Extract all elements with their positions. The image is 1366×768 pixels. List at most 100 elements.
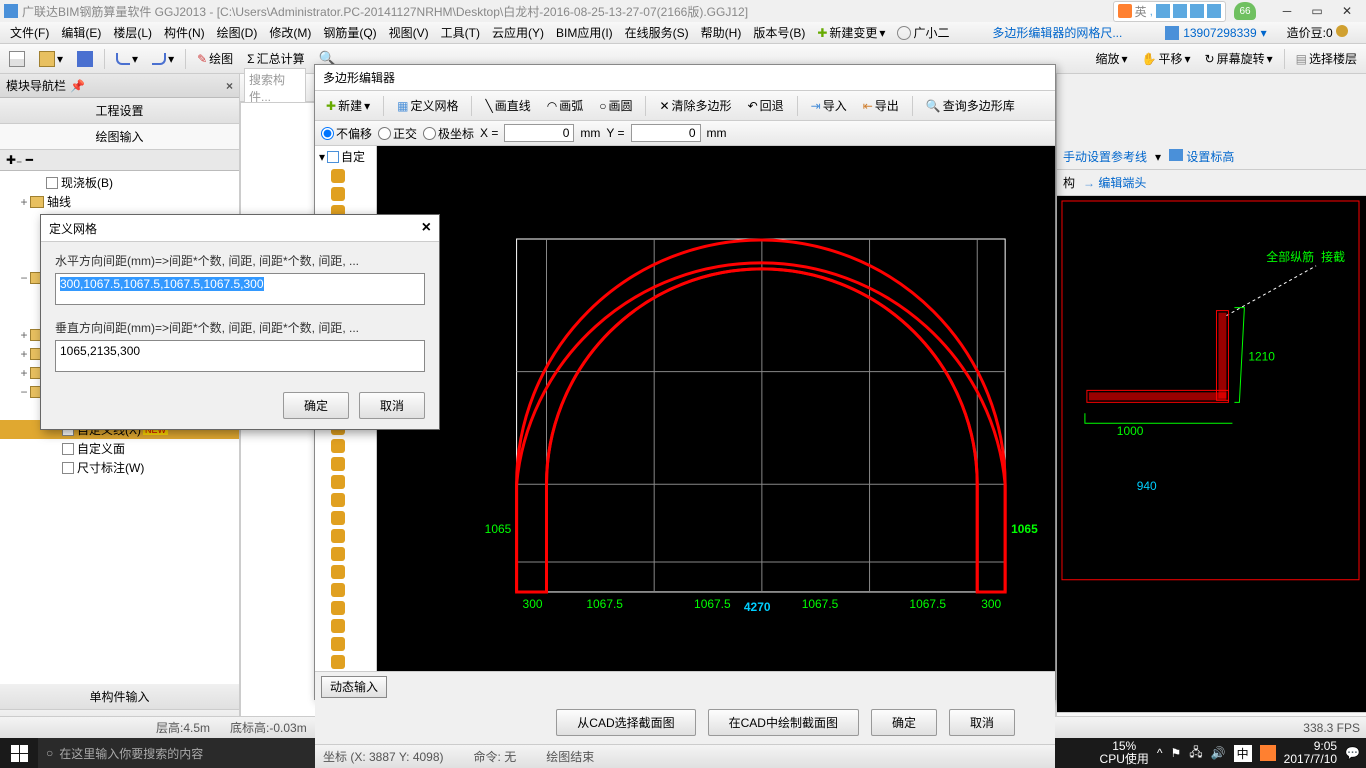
dynamic-input-button[interactable]: 动态输入	[321, 676, 387, 698]
pe-glyph-row[interactable]	[315, 167, 376, 185]
expand-toggle[interactable]: +	[18, 366, 30, 380]
menu-online[interactable]: 在线服务(S)	[619, 22, 695, 43]
close-button[interactable]: ✕	[1332, 1, 1362, 21]
notification-badge[interactable]: 66	[1234, 2, 1256, 20]
pe-glyph-row[interactable]	[315, 473, 376, 491]
y-input[interactable]	[631, 124, 701, 142]
pe-circle-button[interactable]: ○画圆	[594, 94, 637, 117]
open-button[interactable]: ▾	[34, 48, 68, 70]
tree-item[interactable]: 现浇板(B)	[0, 173, 239, 192]
btn-pe-ok[interactable]: 确定	[871, 709, 937, 736]
menu-draw[interactable]: 绘图(D)	[211, 22, 264, 43]
pe-glyph-row[interactable]	[315, 455, 376, 473]
pan-button[interactable]: ✋平移▾	[1137, 47, 1196, 70]
menu-view[interactable]: 视图(V)	[383, 22, 435, 43]
taskbar-search[interactable]: ○ 在这里输入你要搜索的内容	[38, 738, 338, 768]
menu-version[interactable]: 版本号(B)	[747, 22, 811, 43]
expand-toggle[interactable]: +	[18, 328, 30, 342]
menu-cloud[interactable]: 云应用(Y)	[486, 22, 550, 43]
feedback-link[interactable]: 多边形编辑器的网格尺...	[986, 22, 1128, 43]
pe-glyph-row[interactable]	[315, 563, 376, 581]
pe-glyph-row[interactable]	[315, 437, 376, 455]
pe-glyph-row[interactable]	[315, 509, 376, 527]
cad-section-view[interactable]: 全部纵筋 接截 1210 1000 940	[1057, 196, 1366, 712]
tray-network-icon[interactable]: 🖧	[1189, 743, 1202, 764]
tray-sogou-icon[interactable]	[1260, 745, 1276, 761]
ref-line-link[interactable]: 手动设置参考线	[1063, 148, 1147, 165]
pe-glyph-row[interactable]	[315, 635, 376, 653]
pe-clear-button[interactable]: ✕清除多边形	[654, 94, 736, 117]
btn-cad-draw[interactable]: 在CAD中绘制截面图	[708, 709, 859, 736]
x-input[interactable]	[504, 124, 574, 142]
menu-floor[interactable]: 楼层(L)	[107, 22, 158, 43]
scale-button[interactable]: 缩放▾	[1090, 47, 1132, 70]
undo-button[interactable]: ▾	[111, 49, 143, 69]
tray-clock[interactable]: 9:05 2017/7/10	[1284, 740, 1337, 766]
opt-ortho[interactable]: 正交	[378, 125, 417, 142]
expand-toggle[interactable]: −	[18, 385, 30, 399]
pe-undo-button[interactable]: ↶回退	[743, 94, 789, 117]
opt-polar[interactable]: 极坐标	[423, 125, 474, 142]
phone-label[interactable]: 13907298339▾	[1159, 24, 1272, 42]
pe-glyph-row[interactable]	[315, 599, 376, 617]
redo-button[interactable]: ▾	[147, 49, 179, 69]
expand-toggle[interactable]: +	[18, 347, 30, 361]
menu-tools[interactable]: 工具(T)	[435, 22, 486, 43]
rotate-button[interactable]: ↻屏幕旋转▾	[1200, 47, 1278, 70]
tray-volume-icon[interactable]: 🔊	[1211, 746, 1226, 760]
tree-item[interactable]: +轴线	[0, 192, 239, 211]
opt-no-offset[interactable]: 不偏移	[321, 125, 372, 142]
menu-component[interactable]: 构件(N)	[158, 22, 211, 43]
menu-modify[interactable]: 修改(M)	[263, 22, 317, 43]
select-floor-button[interactable]: ▤选择楼层	[1291, 47, 1362, 70]
pe-query-button[interactable]: 🔍查询多边形库	[921, 94, 1020, 117]
ime-box[interactable]: 英 ,	[1113, 1, 1226, 22]
tray-icon[interactable]: ⚑	[1171, 746, 1182, 760]
gd-v-input[interactable]: 1065,2135,300	[55, 340, 425, 372]
grid-dialog-close[interactable]: ×	[422, 219, 431, 237]
pe-export-button[interactable]: ⇤导出	[858, 94, 904, 117]
pe-glyph-row[interactable]	[315, 491, 376, 509]
menu-bim[interactable]: BIM应用(I)	[550, 22, 619, 43]
menu-help[interactable]: 帮助(H)	[695, 22, 748, 43]
gd-cancel-button[interactable]: 取消	[359, 392, 425, 419]
new-button[interactable]	[4, 48, 30, 70]
pin-icon[interactable]: 📌	[70, 79, 85, 93]
btn-cad-select[interactable]: 从CAD选择截面图	[556, 709, 695, 736]
maximize-button[interactable]: ▭	[1302, 1, 1332, 21]
pe-arc-button[interactable]: ◠画弧	[542, 94, 589, 117]
cpu-meter[interactable]: 15% CPU使用	[1100, 740, 1149, 766]
tab-single-input[interactable]: 单构件输入	[0, 684, 239, 710]
draw-button[interactable]: ✎绘图	[192, 47, 238, 70]
btn-pe-cancel[interactable]: 取消	[949, 709, 1015, 736]
pe-line-button[interactable]: ╲画直线	[480, 94, 535, 117]
pe-glyph-row[interactable]	[315, 545, 376, 563]
minimize-button[interactable]: ─	[1272, 1, 1302, 21]
menu-edit[interactable]: 编辑(E)	[55, 22, 107, 43]
menu-rebar[interactable]: 钢筋量(Q)	[317, 22, 382, 43]
tree-item[interactable]: 自定义面	[0, 439, 239, 458]
pe-glyph-row[interactable]	[315, 185, 376, 203]
tab-draw-input[interactable]: 绘图输入	[0, 124, 239, 150]
expand-toggle[interactable]: −	[18, 271, 30, 285]
tab-project-settings[interactable]: 工程设置	[0, 98, 239, 124]
start-button[interactable]	[0, 738, 38, 768]
pe-canvas[interactable]: 1065 1065 300 1067.5 1067.5 1067.5 1067.…	[377, 146, 1055, 671]
tree-item[interactable]: 尺寸标注(W)	[0, 458, 239, 477]
gd-h-input[interactable]: 300,1067.5,1067.5,1067.5,1067.5,300	[55, 273, 425, 305]
pe-glyph-row[interactable]	[315, 581, 376, 599]
tray-chevron[interactable]: ^	[1157, 746, 1163, 760]
pe-glyph-row[interactable]	[315, 653, 376, 671]
panel-close-button[interactable]: ×	[226, 79, 233, 93]
pe-import-button[interactable]: ⇥导入	[806, 94, 852, 117]
tray-ime[interactable]: 中	[1234, 745, 1252, 762]
user-badge[interactable]: 广小二	[891, 22, 955, 43]
save-button[interactable]	[72, 48, 98, 70]
menu-file[interactable]: 文件(F)	[4, 22, 55, 43]
pe-glyph-row[interactable]	[315, 527, 376, 545]
set-elev-link[interactable]: 设置标高	[1169, 148, 1234, 165]
pe-tree-root[interactable]: ▾自定	[315, 146, 376, 167]
expand-toggle[interactable]: +	[18, 195, 30, 209]
expand-icon[interactable]: ✚₋	[6, 153, 22, 167]
new-change-button[interactable]: ✚新建变更▾	[811, 22, 891, 43]
